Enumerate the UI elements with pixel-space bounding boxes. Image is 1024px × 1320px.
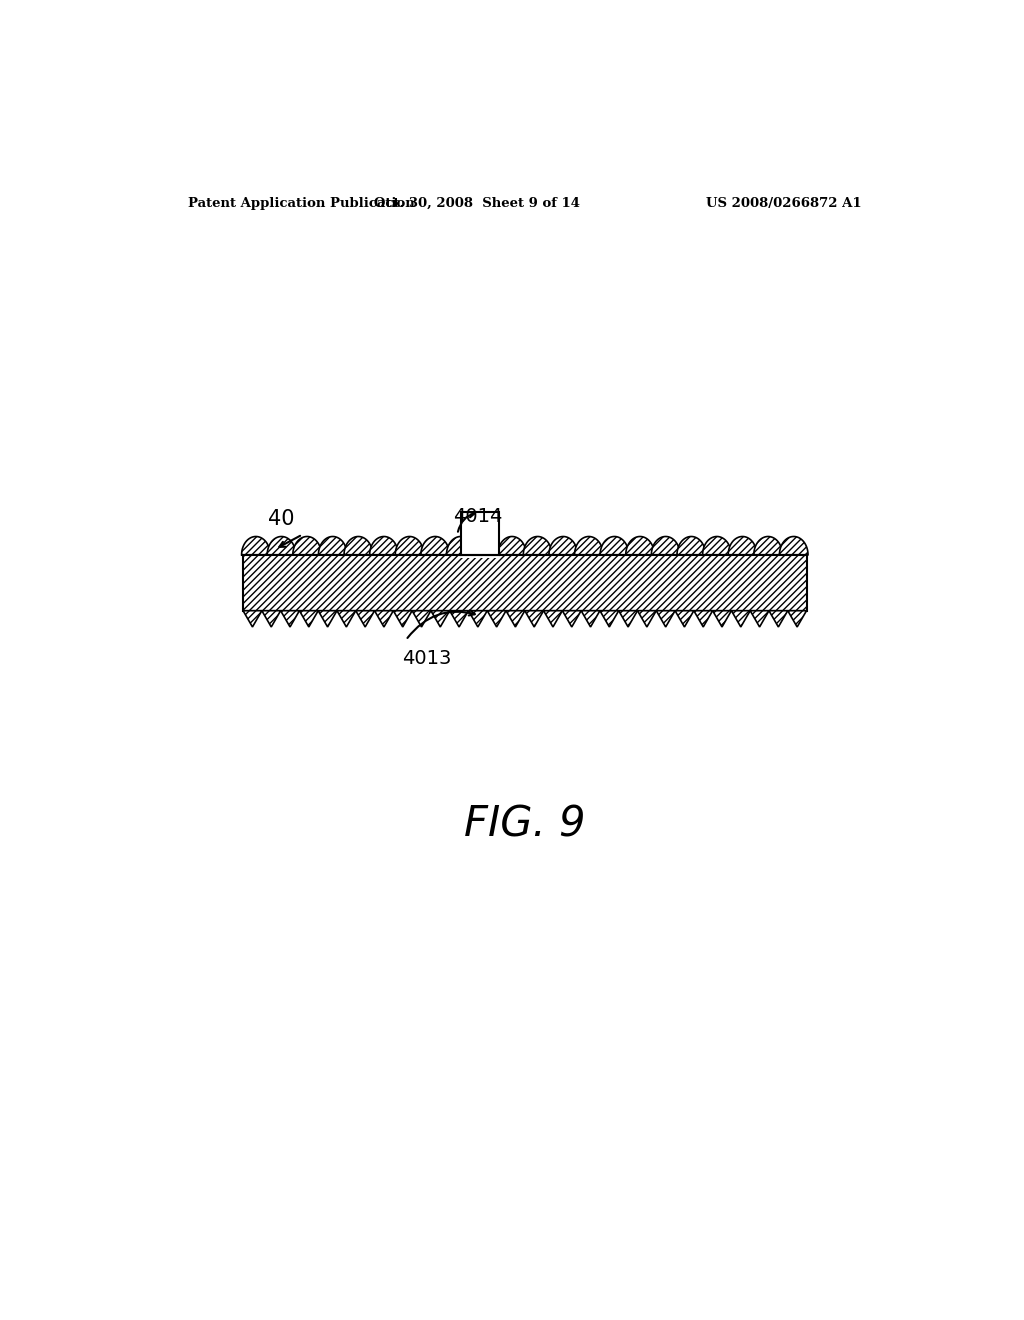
Text: US 2008/0266872 A1: US 2008/0266872 A1	[707, 197, 862, 210]
Polygon shape	[431, 611, 450, 627]
Polygon shape	[421, 536, 450, 554]
Polygon shape	[468, 611, 487, 627]
Polygon shape	[549, 536, 578, 554]
Polygon shape	[299, 611, 318, 627]
Polygon shape	[626, 536, 654, 554]
Polygon shape	[412, 611, 431, 627]
Polygon shape	[751, 611, 769, 627]
Polygon shape	[544, 611, 562, 627]
Polygon shape	[600, 611, 618, 627]
Bar	[461, 552, 499, 558]
Text: 4013: 4013	[401, 649, 452, 668]
Polygon shape	[318, 611, 337, 627]
Polygon shape	[618, 611, 638, 627]
Polygon shape	[393, 611, 412, 627]
Polygon shape	[337, 611, 355, 627]
Polygon shape	[779, 536, 808, 554]
Polygon shape	[318, 536, 347, 554]
Polygon shape	[395, 536, 424, 554]
Polygon shape	[281, 611, 299, 627]
Polygon shape	[375, 611, 393, 627]
Polygon shape	[651, 536, 680, 554]
Polygon shape	[677, 536, 706, 554]
Text: 4014: 4014	[454, 507, 503, 525]
Polygon shape	[344, 536, 373, 554]
Polygon shape	[450, 611, 468, 627]
Text: Oct. 30, 2008  Sheet 9 of 14: Oct. 30, 2008 Sheet 9 of 14	[374, 197, 581, 210]
Polygon shape	[267, 536, 296, 554]
Polygon shape	[242, 536, 270, 554]
Polygon shape	[675, 611, 694, 627]
Polygon shape	[562, 611, 582, 627]
Polygon shape	[243, 611, 262, 627]
Polygon shape	[506, 611, 524, 627]
Polygon shape	[370, 536, 398, 554]
Polygon shape	[582, 611, 600, 627]
Text: 40: 40	[268, 510, 295, 529]
Polygon shape	[713, 611, 731, 627]
Text: FIG. 9: FIG. 9	[464, 803, 586, 845]
Polygon shape	[523, 536, 552, 554]
Text: Patent Application Publication: Patent Application Publication	[187, 197, 415, 210]
Polygon shape	[600, 536, 629, 554]
Bar	[461, 512, 499, 554]
Polygon shape	[731, 611, 751, 627]
Polygon shape	[754, 536, 782, 554]
Polygon shape	[574, 536, 603, 554]
Polygon shape	[498, 536, 526, 554]
Polygon shape	[262, 611, 281, 627]
Polygon shape	[524, 611, 544, 627]
Polygon shape	[656, 611, 675, 627]
Polygon shape	[487, 611, 506, 627]
Polygon shape	[293, 536, 322, 554]
Polygon shape	[728, 536, 757, 554]
Polygon shape	[355, 611, 375, 627]
Polygon shape	[638, 611, 656, 627]
Polygon shape	[702, 536, 731, 554]
Polygon shape	[769, 611, 787, 627]
Polygon shape	[787, 611, 807, 627]
Polygon shape	[694, 611, 713, 627]
Bar	[243, 554, 807, 611]
Polygon shape	[446, 536, 475, 554]
